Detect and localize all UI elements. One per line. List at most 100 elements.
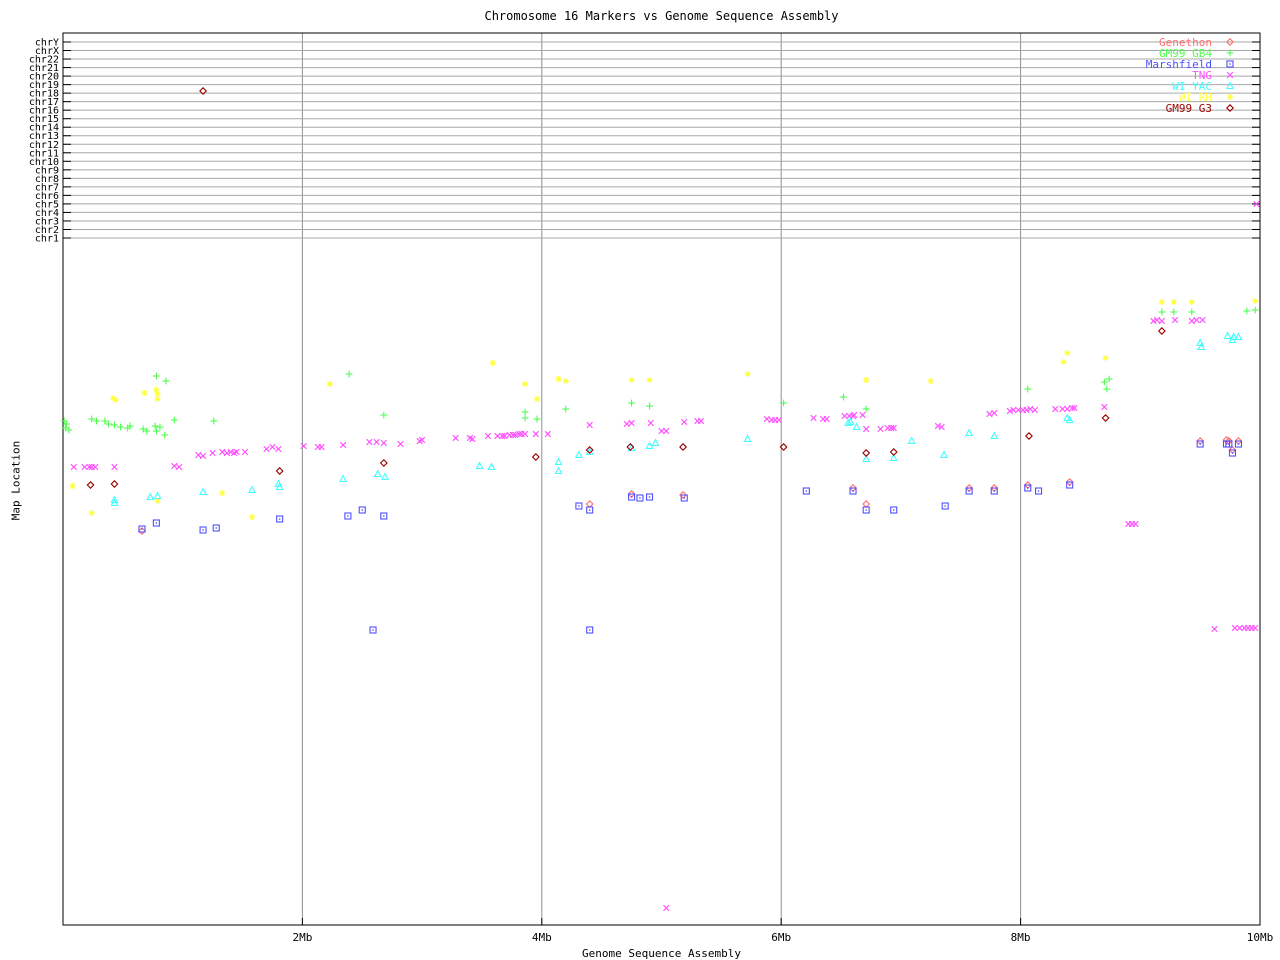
data-point bbox=[889, 448, 898, 456]
data-point bbox=[1234, 440, 1243, 448]
data-point bbox=[1157, 327, 1166, 335]
data-point bbox=[397, 440, 404, 448]
data-point bbox=[647, 419, 654, 427]
chromosome-label: chr6 bbox=[35, 191, 59, 202]
data-point bbox=[1229, 332, 1238, 341]
data-point bbox=[1188, 317, 1195, 325]
data-point bbox=[86, 463, 93, 471]
data-point bbox=[1236, 624, 1243, 632]
data-point bbox=[697, 417, 705, 425]
data-point bbox=[965, 487, 973, 495]
chromosome-label: chr15 bbox=[29, 114, 59, 125]
data-point bbox=[489, 360, 496, 366]
data-point bbox=[366, 438, 373, 446]
data-point bbox=[101, 417, 109, 425]
data-point bbox=[219, 490, 226, 496]
data-point bbox=[888, 424, 895, 432]
data-point bbox=[263, 445, 270, 453]
data-point bbox=[276, 515, 284, 523]
data-point bbox=[141, 390, 148, 396]
data-point bbox=[744, 371, 751, 377]
data-point bbox=[1170, 308, 1178, 316]
data-point bbox=[852, 422, 861, 431]
x-axis-title: Genome Sequence Assembly bbox=[582, 947, 741, 960]
data-point bbox=[358, 506, 366, 514]
data-point bbox=[562, 405, 570, 413]
data-point bbox=[986, 410, 993, 418]
data-point bbox=[780, 399, 787, 407]
data-point bbox=[146, 492, 155, 501]
data-point bbox=[373, 469, 382, 478]
data-point bbox=[1226, 38, 1234, 46]
data-point bbox=[81, 463, 88, 471]
data-point bbox=[646, 377, 653, 383]
data-point bbox=[521, 430, 529, 438]
data-point bbox=[663, 427, 670, 435]
data-point bbox=[927, 378, 934, 384]
data-point bbox=[779, 443, 788, 451]
data-point bbox=[965, 428, 974, 437]
data-point bbox=[199, 526, 207, 534]
legend-label: WI RH bbox=[1179, 91, 1212, 104]
data-point bbox=[154, 396, 161, 402]
data-point bbox=[1199, 316, 1206, 324]
chromosome-label: chr8 bbox=[35, 174, 59, 185]
data-point bbox=[1226, 71, 1234, 79]
data-point bbox=[199, 452, 207, 460]
data-point bbox=[138, 527, 146, 535]
data-point bbox=[941, 502, 949, 510]
data-point bbox=[646, 402, 653, 410]
data-point bbox=[151, 422, 159, 430]
chromosome-label: chr21 bbox=[29, 63, 59, 74]
data-point bbox=[544, 430, 551, 438]
data-point bbox=[227, 448, 234, 456]
data-point bbox=[501, 432, 508, 440]
data-point bbox=[170, 416, 178, 424]
data-point bbox=[345, 370, 353, 378]
data-point bbox=[841, 412, 848, 420]
data-point bbox=[512, 431, 519, 439]
data-point bbox=[1252, 624, 1259, 632]
data-point bbox=[1211, 625, 1218, 633]
data-point bbox=[991, 409, 998, 417]
data-point bbox=[418, 436, 426, 444]
data-point bbox=[533, 415, 541, 423]
data-point bbox=[117, 423, 124, 431]
data-point bbox=[679, 443, 688, 451]
data-point bbox=[628, 399, 635, 407]
data-point bbox=[846, 417, 855, 426]
data-point bbox=[494, 432, 501, 440]
data-point bbox=[326, 381, 333, 387]
data-point bbox=[1251, 306, 1259, 314]
data-point bbox=[162, 377, 170, 385]
data-point bbox=[651, 438, 660, 447]
chromosome-label: chr12 bbox=[29, 140, 59, 151]
chromosome-label: chr22 bbox=[29, 55, 59, 66]
data-point bbox=[1226, 104, 1234, 112]
data-point bbox=[636, 494, 644, 502]
legend-label: GM99 G3 bbox=[1166, 102, 1212, 115]
data-point bbox=[938, 423, 945, 431]
data-point bbox=[877, 425, 884, 433]
data-point bbox=[1225, 440, 1233, 448]
data-point bbox=[269, 443, 276, 451]
data-point bbox=[1064, 405, 1071, 413]
chromosome-label: chr11 bbox=[29, 148, 59, 159]
data-point bbox=[990, 431, 999, 440]
legend-label: GM99 GB4 bbox=[1159, 47, 1212, 60]
data-point bbox=[1158, 317, 1166, 325]
data-point bbox=[1197, 342, 1206, 351]
data-point bbox=[219, 448, 226, 456]
data-point bbox=[210, 417, 218, 425]
data-point bbox=[475, 461, 484, 470]
data-point bbox=[823, 415, 830, 423]
chromosome-label: chr13 bbox=[29, 131, 59, 142]
data-point bbox=[521, 408, 529, 416]
data-point bbox=[1071, 404, 1078, 412]
data-point bbox=[1010, 406, 1017, 414]
data-point bbox=[1196, 440, 1204, 448]
data-point bbox=[1052, 405, 1059, 413]
chromosome-label: chr2 bbox=[35, 225, 59, 236]
data-point bbox=[1158, 299, 1165, 305]
